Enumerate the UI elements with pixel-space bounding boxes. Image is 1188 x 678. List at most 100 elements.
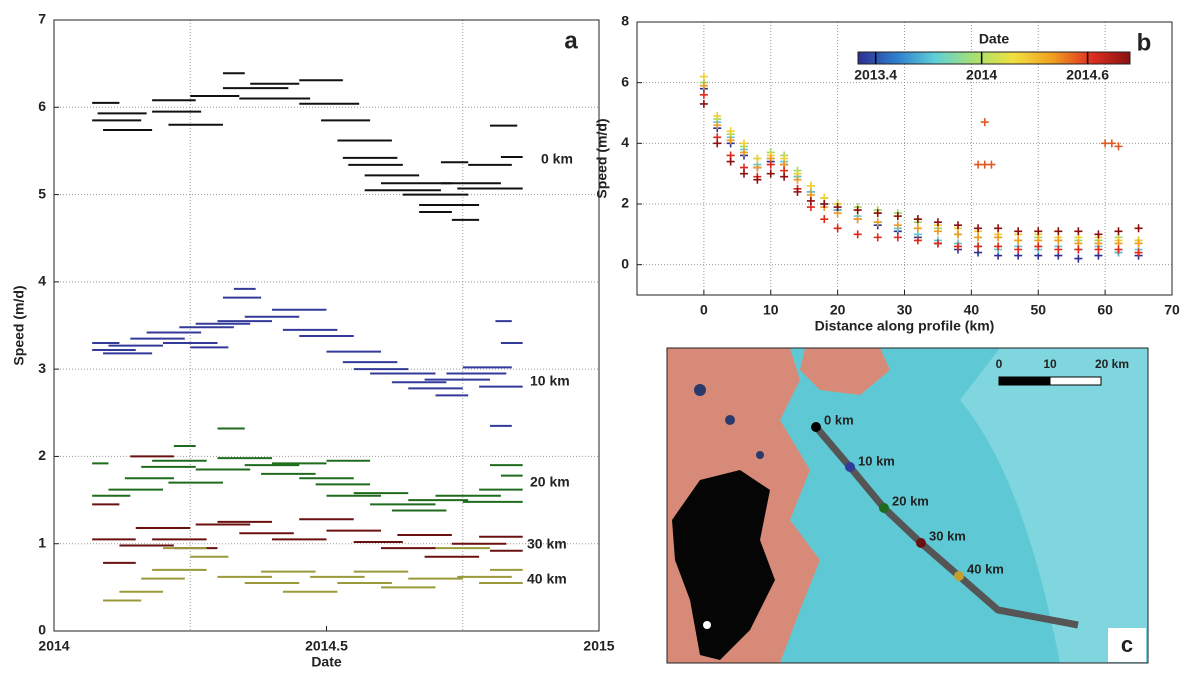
point [820, 215, 829, 224]
point [974, 160, 983, 169]
point [933, 227, 942, 236]
x-tick-label: 0 [700, 302, 708, 318]
point [713, 139, 722, 148]
point [713, 112, 722, 121]
profile-point [916, 538, 926, 548]
point [793, 175, 802, 184]
colorbar [857, 51, 1131, 65]
x-axis-label: Distance along profile (km) [815, 318, 995, 334]
panel-label: c [1121, 632, 1133, 657]
scale-label: 0 [996, 357, 1003, 371]
point [1094, 245, 1103, 254]
colorbar-tick-label: 2013.4 [854, 67, 897, 83]
point [726, 127, 735, 136]
colorbar-title: Date [979, 31, 1010, 47]
panel-label: a [564, 27, 578, 54]
point [853, 215, 862, 224]
point [974, 233, 983, 242]
map-lake [725, 415, 735, 425]
profile-point [845, 462, 855, 472]
point [1034, 227, 1043, 236]
x-tick-label: 40 [964, 302, 980, 318]
point [933, 239, 942, 248]
y-axis-label: Speed (m/d) [11, 285, 27, 365]
x-tick-label: 10 [763, 302, 779, 318]
profile-label: 40 km [967, 561, 1004, 576]
map-inset-marker [703, 621, 711, 629]
point [933, 218, 942, 227]
profile-point [811, 422, 821, 432]
point [980, 118, 989, 127]
point [1134, 224, 1143, 233]
x-tick-label: 2014 [38, 638, 69, 654]
point [1134, 248, 1143, 257]
point [893, 233, 902, 242]
y-tick-label: 7 [38, 11, 46, 27]
point [726, 157, 735, 166]
plot-frame [53, 19, 600, 632]
profile-label: 20 km [892, 493, 929, 508]
point [1014, 245, 1023, 254]
scale-label: 10 [1043, 357, 1057, 371]
map-inset [672, 470, 775, 660]
y-tick-label: 0 [621, 255, 629, 271]
point [753, 163, 762, 172]
point [753, 175, 762, 184]
profile-point [879, 503, 889, 513]
y-tick-label: 8 [621, 13, 629, 29]
map-lake [756, 451, 764, 459]
point [833, 224, 842, 233]
point [753, 154, 762, 163]
point [699, 81, 708, 90]
point [893, 221, 902, 230]
point [699, 99, 708, 108]
y-tick-label: 6 [38, 98, 46, 114]
point [740, 169, 748, 178]
point [954, 230, 962, 239]
point [954, 242, 962, 251]
profile-label: 10 km [858, 453, 895, 468]
x-tick-label: 50 [1030, 302, 1046, 318]
series-label: 40 km [527, 571, 567, 587]
panel-label-box [1108, 628, 1146, 662]
plot-frame [636, 21, 1173, 296]
point [740, 148, 748, 157]
point [873, 218, 882, 227]
point [780, 172, 789, 181]
y-tick-label: 3 [38, 360, 46, 376]
point [699, 72, 708, 81]
point [1114, 142, 1123, 151]
point [980, 160, 989, 169]
profile-label: 30 km [929, 528, 966, 543]
point [873, 233, 882, 242]
point [820, 200, 829, 208]
scale-bar [1049, 376, 1102, 386]
point [1074, 254, 1083, 263]
point [699, 90, 708, 99]
map-ice [960, 348, 1148, 663]
map: 0 km 10 km 20 km 30 km 40 km 0 10 20 km … [667, 348, 1148, 663]
point [994, 224, 1003, 233]
y-tick-label: 2 [38, 447, 46, 463]
x-axis-label: Date [311, 654, 342, 670]
x-tick-label: 2014.5 [305, 638, 348, 654]
y-tick-label: 6 [621, 73, 629, 89]
series-label: 20 km [530, 474, 570, 490]
point [1074, 245, 1083, 254]
point [1054, 236, 1063, 245]
scale-bar [998, 376, 1051, 386]
x-tick-label: 60 [1097, 302, 1113, 318]
point [1014, 227, 1023, 236]
point [1114, 245, 1123, 254]
x-tick-label: 20 [830, 302, 846, 318]
scale-label: 20 km [1095, 357, 1129, 371]
point [994, 242, 1003, 251]
point [853, 230, 862, 239]
colorbar-tick-label: 2014.6 [1066, 67, 1109, 83]
point [833, 203, 842, 212]
y-tick-label: 4 [38, 273, 46, 289]
point [987, 160, 996, 169]
point [1054, 227, 1063, 236]
point [713, 121, 722, 130]
y-tick-label: 4 [621, 134, 629, 150]
